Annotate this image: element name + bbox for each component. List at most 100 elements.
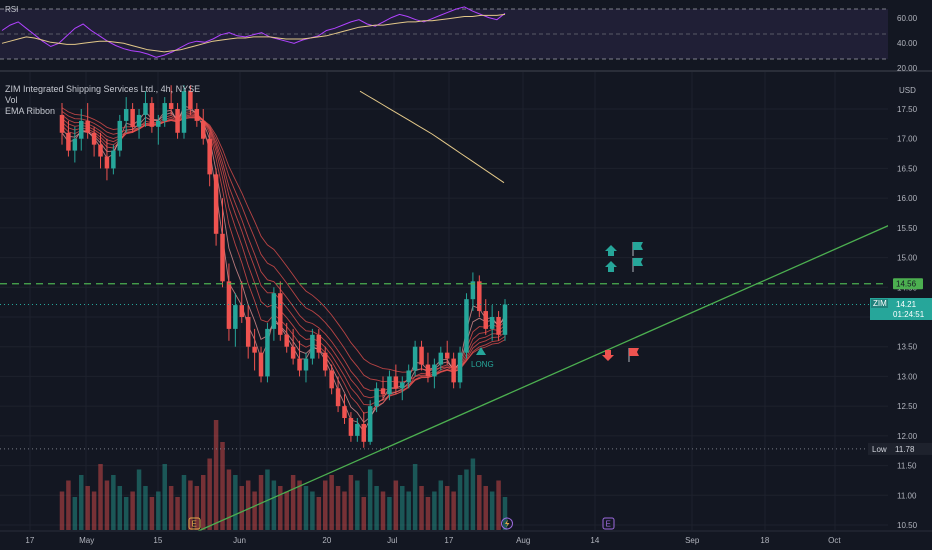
- time-tick-label: Jul: [387, 536, 397, 545]
- volume-bar: [412, 464, 418, 530]
- ticker-chip-bg: [871, 299, 888, 308]
- candle-body: [265, 328, 270, 377]
- candle-body: [239, 305, 245, 317]
- grid: [0, 0, 888, 530]
- candle-body: [432, 364, 437, 377]
- candle-body: [188, 91, 193, 109]
- candle-body: [123, 109, 129, 121]
- volume-bar: [104, 480, 110, 530]
- legend-ema[interactable]: EMA Ribbon: [5, 106, 56, 116]
- volume-bar: [297, 480, 302, 530]
- low-tag-bg: [868, 442, 932, 455]
- price-axis[interactable]: USD17.5017.0016.5016.0015.5015.0014.5014…: [868, 72, 932, 550]
- candle-body: [98, 144, 103, 157]
- volume-bar: [258, 475, 264, 530]
- volume-bar: [387, 497, 392, 530]
- volume-bar: [457, 475, 463, 530]
- rsi-tick-label: 20.00: [897, 64, 918, 73]
- candle-body: [104, 156, 110, 169]
- candle-body: [322, 352, 328, 371]
- candle-body: [470, 281, 476, 300]
- time-tick-label: Aug: [516, 536, 530, 545]
- time-tick-label: 17: [444, 536, 453, 545]
- volume-bars: [59, 420, 508, 530]
- volume-bar: [239, 486, 245, 530]
- candle-body: [496, 317, 501, 335]
- red-flag-icon: [629, 348, 639, 356]
- candle-body: [226, 281, 232, 329]
- volume-bar: [477, 475, 482, 530]
- volume-bar: [322, 480, 328, 530]
- up-arrow-icon: [605, 261, 617, 272]
- earnings-marker-upcoming: E: [606, 520, 611, 529]
- volume-bar: [329, 475, 334, 530]
- down-arrow-icon: [602, 350, 614, 361]
- volume-bar: [451, 491, 456, 530]
- candle-body: [79, 120, 84, 139]
- candle-body: [85, 120, 90, 133]
- candle-body: [136, 114, 142, 127]
- candle-body: [438, 352, 444, 365]
- volume-bar: [342, 491, 347, 530]
- volume-bar: [252, 491, 257, 530]
- volume-bar: [85, 486, 90, 530]
- candle-body: [162, 103, 167, 121]
- candle-body: [412, 346, 418, 371]
- candle-body: [130, 109, 135, 127]
- level-price-tag: 14.56: [896, 280, 917, 289]
- time-tick-label: Oct: [828, 536, 841, 545]
- volume-bar: [91, 491, 97, 530]
- time-tick-label: 20: [322, 536, 331, 545]
- rsi-label: RSI: [5, 5, 19, 14]
- overlays: LONG: [0, 224, 891, 538]
- countdown-timer: 01:24:51: [893, 310, 925, 319]
- candle-body: [168, 103, 174, 109]
- low-tag-label: Low: [872, 445, 887, 454]
- candle-body: [464, 299, 469, 353]
- candle-body: [477, 281, 482, 312]
- candle-body: [342, 406, 347, 419]
- volume-bar: [489, 491, 495, 530]
- candlesticks: [59, 85, 508, 448]
- volume-bar: [284, 491, 289, 530]
- time-tick-label: 18: [760, 536, 769, 545]
- chart-legend: ZIM Integrated Shipping Services Ltd., 4…: [5, 84, 200, 117]
- legend-vol[interactable]: Vol: [5, 95, 18, 105]
- volume-bar: [432, 491, 437, 530]
- candle-body: [117, 120, 123, 151]
- dividend-bolt-icon: [505, 519, 510, 528]
- candle-body: [213, 174, 219, 234]
- ema-line: [61, 105, 506, 433]
- green-flag-icon: [633, 242, 643, 250]
- volume-bar: [310, 491, 315, 530]
- volume-bar: [162, 464, 167, 530]
- price-tick-label: 16.00: [897, 194, 918, 203]
- price-tick-label: 11.50: [897, 462, 917, 471]
- candle-body: [252, 346, 257, 353]
- time-axis-background: [0, 531, 932, 550]
- volume-bar: [143, 486, 148, 530]
- candle-body: [425, 364, 431, 377]
- volume-bar: [438, 480, 444, 530]
- ema-line: [61, 111, 506, 383]
- candle-body: [72, 138, 78, 151]
- candle-body: [245, 317, 251, 347]
- candle-body: [66, 132, 71, 151]
- last-price-tag-bg: [870, 298, 932, 320]
- time-tick-label: 14: [590, 536, 599, 545]
- candle-body: [489, 317, 495, 329]
- ema-line: [61, 111, 506, 414]
- time-axis[interactable]: 17 May 15 Jun 20 Jul 17 Aug 14 Sep 18 Oct E E: [0, 517, 932, 550]
- legend-title[interactable]: ZIM Integrated Shipping Services Ltd., 4…: [5, 84, 201, 94]
- volume-bar: [226, 469, 232, 530]
- volume-bar: [123, 497, 129, 530]
- candle-body: [393, 376, 399, 389]
- volume-bar: [130, 491, 135, 530]
- candle-body: [143, 103, 148, 115]
- candle-body: [348, 418, 354, 436]
- volume-bar: [444, 486, 450, 530]
- last-price-value: 14.21: [896, 300, 917, 309]
- candle-body: [355, 423, 360, 436]
- candle-body: [380, 388, 386, 395]
